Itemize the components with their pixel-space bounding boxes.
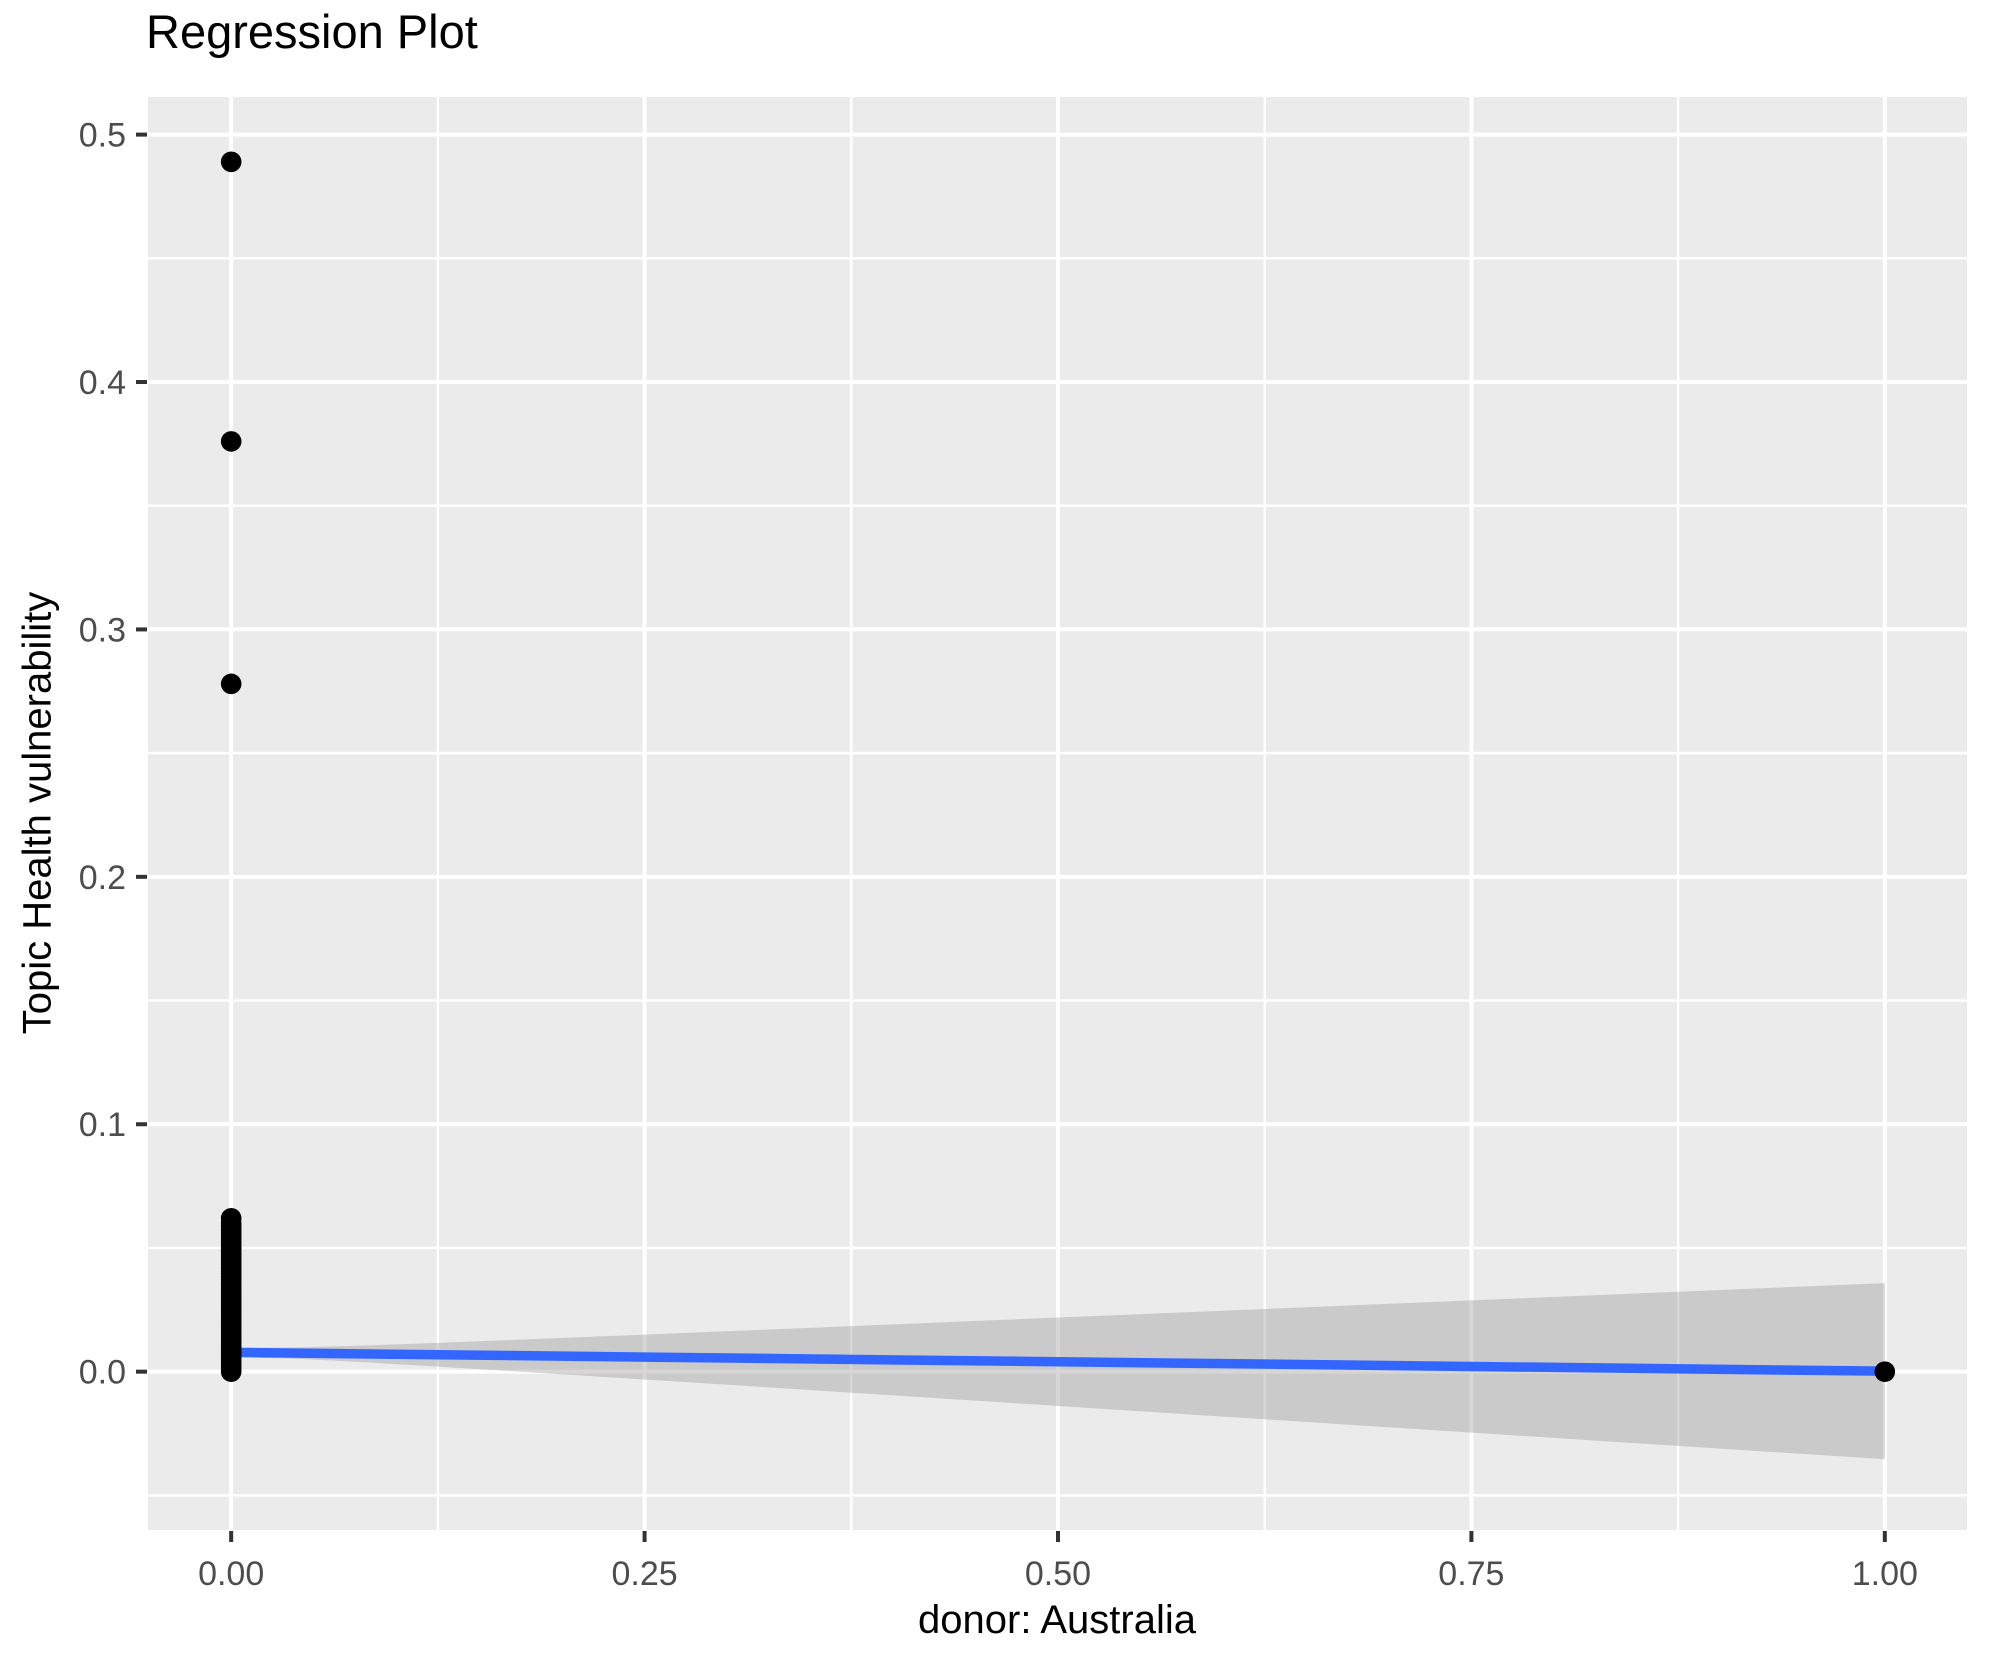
y-tick-label: 0.1 <box>79 1106 126 1144</box>
y-tick-label: 0.5 <box>79 117 126 155</box>
regression-line <box>231 1347 1885 1376</box>
data-point <box>220 431 242 452</box>
plot-title: Regression Plot <box>146 5 478 58</box>
data-point <box>220 1207 242 1229</box>
y-tick-label: 0.4 <box>79 364 126 402</box>
confidence-band <box>231 1283 1885 1460</box>
x-tick-label: 0.25 <box>611 1555 677 1593</box>
data-point <box>220 151 242 173</box>
x-tick-label: 0.75 <box>1438 1555 1504 1593</box>
y-tick-label: 0.0 <box>79 1354 126 1392</box>
data-point <box>1874 1361 1896 1382</box>
data-point <box>220 673 242 695</box>
x-tick-label: 1.00 <box>1852 1555 1918 1593</box>
y-tick-label: 0.3 <box>79 611 126 649</box>
x-tick-label: 0.00 <box>198 1555 264 1593</box>
y-tick-label: 0.2 <box>79 859 126 897</box>
x-axis-title: donor: Australia <box>918 1598 1196 1642</box>
x-tick-label: 0.50 <box>1025 1555 1091 1593</box>
